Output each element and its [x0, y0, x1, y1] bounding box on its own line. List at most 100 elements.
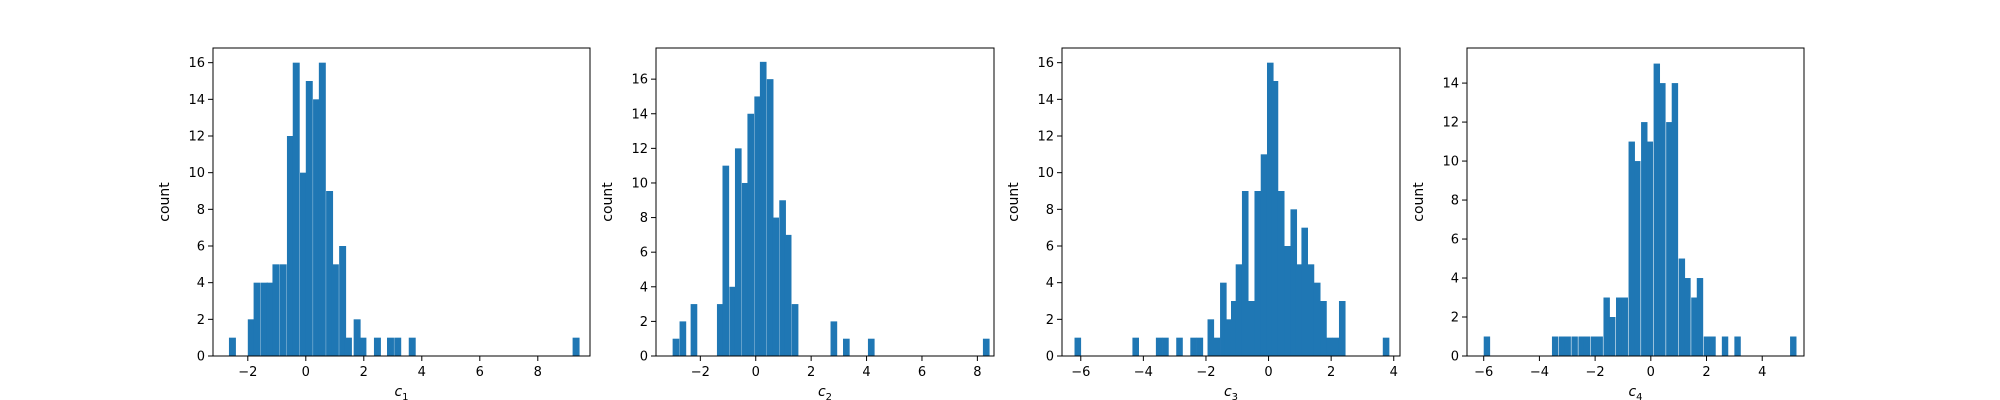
- histogram-bar: [729, 286, 737, 356]
- y-tick-label: 8: [1046, 203, 1054, 218]
- histogram-bar: [747, 113, 755, 356]
- x-tick-label: −2: [1586, 365, 1605, 380]
- histogram-bar: [1609, 317, 1616, 356]
- x-tick-label: −2: [238, 365, 257, 380]
- histogram-bar: [1196, 337, 1204, 356]
- x-tick-label: 2: [360, 365, 368, 380]
- histogram-bar: [359, 337, 367, 356]
- histogram-bar: [408, 337, 416, 356]
- x-tick-label: −2: [1196, 365, 1215, 380]
- histogram-bar: [394, 337, 402, 356]
- y-tick-label: 2: [640, 315, 648, 330]
- histogram-bar: [1132, 337, 1139, 356]
- y-tick-label: 4: [640, 280, 648, 295]
- histogram-bar: [305, 81, 313, 356]
- histogram-bar: [1332, 337, 1340, 356]
- histogram-bar: [373, 337, 381, 356]
- histogram-bar: [387, 337, 394, 356]
- histogram-bar: [260, 282, 268, 356]
- histogram-bar: [339, 246, 347, 356]
- histogram-panel: −2 0 2 4 6 8 0 2 4 6 8 10 12 14 16 c1 count: [157, 47, 591, 400]
- y-tick-label: 16: [631, 73, 648, 88]
- y-tick-label: 2: [1046, 313, 1054, 328]
- axes-frame: [1466, 47, 1805, 357]
- x-tick-label: 2: [1702, 365, 1710, 380]
- x-tick-label: −6: [1474, 365, 1493, 380]
- y-tick-label: 6: [1046, 240, 1054, 255]
- x-tick-label: −4: [1134, 365, 1153, 380]
- y-tick-label: 10: [188, 166, 205, 181]
- histogram-bar: [772, 217, 780, 356]
- histogram-bar: [1224, 319, 1232, 356]
- x-tick-label: 2: [1327, 365, 1335, 380]
- axes-frame: [655, 47, 995, 357]
- histogram-bar: [1190, 337, 1197, 356]
- y-axis-label: count: [600, 182, 616, 222]
- x-tick-label: 0: [1264, 365, 1272, 380]
- histogram-bar: [1301, 227, 1308, 356]
- y-tick-label: 16: [1037, 56, 1054, 71]
- histogram-bar: [1155, 337, 1163, 356]
- histogram-bar: [1248, 301, 1255, 356]
- histogram-bar: [331, 264, 339, 356]
- x-axis-label: c4: [1628, 384, 1642, 400]
- histogram-bar: [1231, 301, 1238, 356]
- histogram-bar: [1326, 337, 1334, 356]
- y-tick-label: 0: [197, 350, 205, 365]
- x-tick-label: 0: [752, 365, 760, 380]
- y-tick-label: 14: [1037, 93, 1054, 108]
- x-tick-label: 6: [918, 365, 926, 380]
- x-axis-label-base: c: [818, 384, 826, 400]
- histogram-bar: [679, 321, 687, 356]
- histogram-bar: [1235, 264, 1243, 356]
- histogram-bar: [286, 136, 294, 356]
- histogram-bar: [672, 338, 680, 356]
- y-tick-label: 8: [640, 211, 648, 226]
- histogram-bar: [759, 61, 767, 357]
- histogram-bar: [1284, 246, 1291, 356]
- histogram-bar: [1207, 319, 1215, 356]
- y-tick-label: 0: [1046, 350, 1054, 365]
- histogram-bar: [1684, 278, 1691, 356]
- histogram-bar: [1295, 264, 1302, 356]
- histogram-bar: [572, 337, 580, 356]
- histogram-bar: [1277, 191, 1285, 356]
- histogram-bar: [1176, 337, 1183, 356]
- x-tick-label: 4: [862, 365, 870, 380]
- histogram-bar: [1074, 337, 1082, 356]
- histogram-bar: [1646, 141, 1654, 356]
- x-axis-label-subscript: 3: [1232, 392, 1238, 400]
- y-axis-label: count: [1006, 182, 1022, 222]
- histogram-bar: [1621, 297, 1628, 356]
- y-tick-label: 10: [1442, 155, 1459, 170]
- x-axis-label: c1: [394, 384, 408, 400]
- y-tick-label: 6: [640, 246, 648, 261]
- histogram-bar: [1290, 209, 1298, 356]
- histogram-bar: [1254, 191, 1262, 356]
- histogram-bar: [716, 304, 724, 356]
- x-axis-label-base: c: [1224, 384, 1232, 400]
- y-tick-label: 16: [188, 56, 205, 71]
- x-tick-label: 8: [973, 365, 981, 380]
- histogram-bar: [843, 338, 850, 356]
- histogram-bar: [1691, 297, 1698, 356]
- histogram-bar: [722, 165, 730, 356]
- histogram-bar: [867, 338, 875, 356]
- histogram-bar: [1558, 336, 1566, 356]
- bars: [228, 62, 580, 357]
- x-axis-label-subscript: 2: [826, 392, 832, 400]
- histogram-bar: [326, 191, 334, 356]
- histogram-bar: [292, 62, 300, 357]
- y-tick-label: 0: [1451, 350, 1459, 365]
- histogram-bar: [313, 99, 321, 356]
- y-tick-label: 14: [631, 107, 648, 122]
- x-tick-label: 4: [1758, 365, 1766, 380]
- histogram-bar: [1338, 301, 1346, 356]
- histogram-bar: [1634, 161, 1641, 356]
- histogram-bar: [247, 319, 255, 356]
- y-tick-label: 4: [1046, 276, 1054, 291]
- histogram-bar: [228, 337, 236, 356]
- histogram-bar: [1628, 141, 1635, 356]
